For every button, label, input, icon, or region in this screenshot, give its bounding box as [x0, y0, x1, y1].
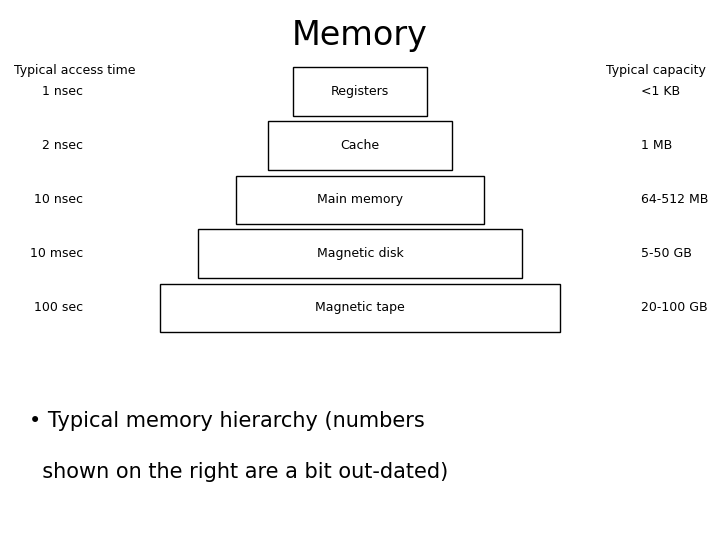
Text: Typical capacity: Typical capacity: [606, 64, 706, 77]
Text: 5-50 GB: 5-50 GB: [641, 247, 692, 260]
Text: • Typical memory hierarchy (numbers: • Typical memory hierarchy (numbers: [29, 411, 425, 431]
Bar: [236, 176, 485, 224]
Bar: [198, 230, 522, 278]
Text: Typical access time: Typical access time: [14, 64, 136, 77]
Text: 1 nsec: 1 nsec: [42, 85, 83, 98]
Text: 10 nsec: 10 nsec: [34, 193, 83, 206]
Text: Magnetic disk: Magnetic disk: [317, 247, 403, 260]
Bar: [268, 122, 452, 170]
Text: 10 msec: 10 msec: [30, 247, 83, 260]
Text: 20-100 GB: 20-100 GB: [641, 301, 708, 314]
Text: 2 nsec: 2 nsec: [42, 139, 83, 152]
Text: shown on the right are a bit out-dated): shown on the right are a bit out-dated): [29, 462, 448, 483]
Bar: [294, 68, 426, 116]
Text: Main memory: Main memory: [317, 193, 403, 206]
Text: Memory: Memory: [292, 18, 428, 52]
Bar: [160, 284, 560, 332]
Text: 100 sec: 100 sec: [34, 301, 83, 314]
Text: Cache: Cache: [341, 139, 379, 152]
Text: Registers: Registers: [331, 85, 389, 98]
Text: <1 KB: <1 KB: [641, 85, 680, 98]
Text: 1 MB: 1 MB: [641, 139, 672, 152]
Text: 64-512 MB: 64-512 MB: [641, 193, 708, 206]
Text: Magnetic tape: Magnetic tape: [315, 301, 405, 314]
